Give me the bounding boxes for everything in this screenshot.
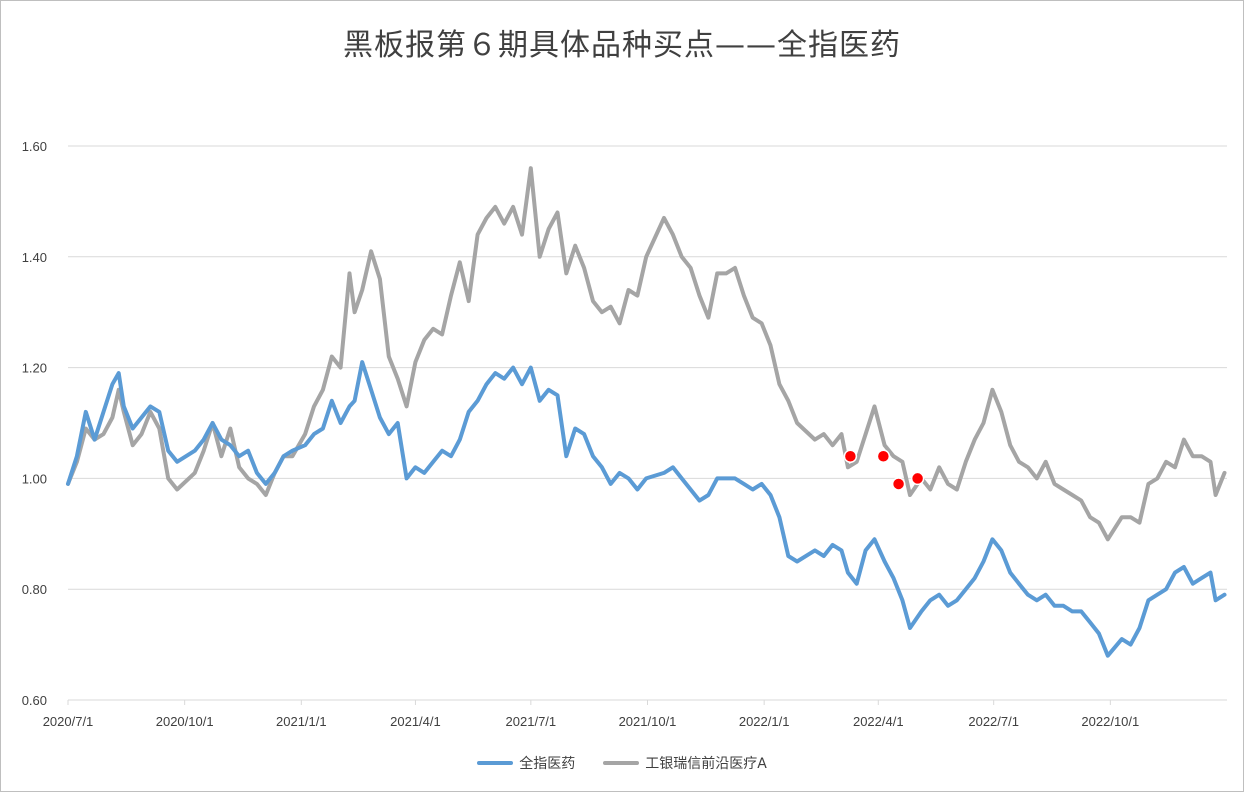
series-lines [66, 166, 1227, 658]
x-tick-label: 2021/4/1 [390, 714, 441, 729]
series-line-1 [66, 360, 1227, 658]
x-tick-label: 2020/10/1 [156, 714, 214, 729]
legend-item-series-2: 工银瑞信前沿医疗A [603, 753, 767, 773]
x-tick-label: 2021/10/1 [619, 714, 677, 729]
buy-point-marker [891, 477, 906, 491]
y-tick-label: 1.40 [22, 250, 47, 265]
buy-point-marker [876, 449, 891, 463]
x-tick-label: 2022/10/1 [1081, 714, 1139, 729]
x-tick-label: 2021/1/1 [276, 714, 327, 729]
x-tick-label: 2021/7/1 [506, 714, 557, 729]
y-tick-label: 1.20 [22, 361, 47, 376]
x-axis-ticks: 2020/7/1 2020/10/1 2021/1/1 2021/4/1 2021/7/… [43, 700, 1139, 729]
y-tick-label: 1.60 [22, 139, 47, 154]
buy-point-markers [843, 449, 925, 491]
y-axis-ticks: 0.60 0.80 1.00 1.20 1.40 1.60 [22, 139, 47, 708]
x-tick-label: 2020/7/1 [43, 714, 94, 729]
y-tick-label: 1.00 [22, 471, 47, 486]
x-tick-label: 2022/1/1 [739, 714, 790, 729]
legend-item-series-1: 全指医药 [477, 753, 575, 773]
legend-swatch-series-1 [477, 761, 514, 765]
y-tick-label: 0.60 [22, 693, 47, 708]
buy-point-marker [910, 471, 925, 486]
y-tick-label: 0.80 [22, 582, 47, 597]
gridlines [68, 145, 1227, 590]
x-tick-label: 2022/4/1 [853, 714, 904, 729]
buy-point-marker [843, 449, 858, 463]
legend-label-series-2: 工银瑞信前沿医疗A [645, 756, 767, 772]
series-line-2 [66, 166, 1227, 542]
chart-title: 黑板报第６期具体品种买点——全指医药 [343, 28, 901, 63]
legend-label-series-1: 全指医药 [519, 756, 576, 772]
chart-legend: 全指医药 工银瑞信前沿医疗A [0, 753, 1244, 773]
x-tick-label: 2022/7/1 [968, 714, 1019, 729]
legend-swatch-series-2 [603, 761, 640, 765]
